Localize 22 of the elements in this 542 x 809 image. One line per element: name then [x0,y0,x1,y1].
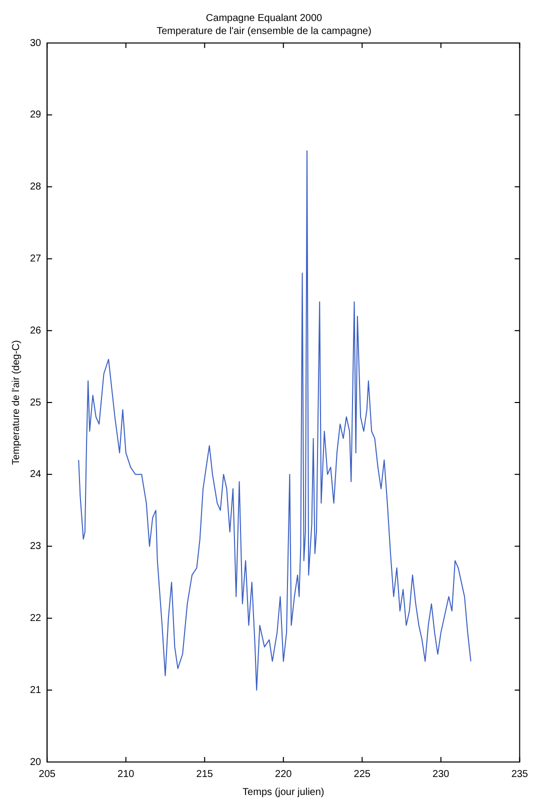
y-tick-label: 28 [30,182,42,193]
chart-title: Campagne Equalant 2000 [206,12,323,24]
y-tick-label: 21 [30,684,42,696]
y-tick-label: 30 [30,38,42,49]
y-tick-label: 25 [30,397,42,408]
x-tick-label: 220 [275,768,292,780]
y-tick-label: 26 [30,325,42,336]
x-tick-label: 225 [354,768,371,780]
chart-subtitle: Temperature de l'air (ensemble de la campagne) [156,26,372,37]
y-tick-label: 22 [30,612,42,624]
y-tick-label: 29 [30,110,42,121]
x-axis-title: Temps (jour julien) [242,786,324,798]
y-tick-label: 23 [30,541,42,552]
x-tick-label: 210 [118,768,135,780]
x-tick-label: 235 [511,768,528,780]
x-tick-label: 215 [196,768,214,780]
y-tick-label: 20 [30,756,42,768]
y-axis-title: Temperature de l'air (deg-C) [10,340,22,465]
y-tick-label: 27 [30,253,42,264]
y-tick-label: 24 [30,469,42,480]
x-tick-label: 205 [38,768,56,780]
x-tick-label: 230 [432,768,450,780]
